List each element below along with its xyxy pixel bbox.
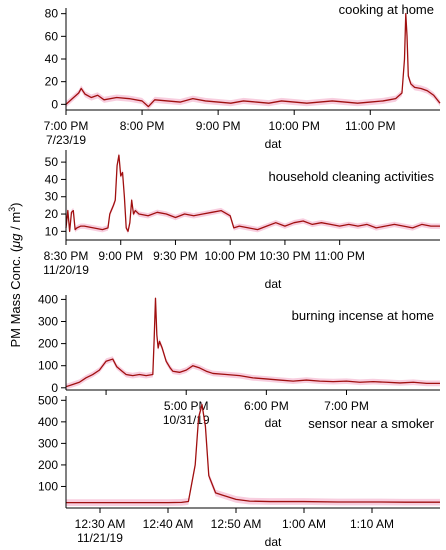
panel-2-title: household cleaning activities [269, 169, 435, 184]
panel-4-x-tick-label: 12:50 AM [211, 517, 262, 531]
panel-1-y-tick-label: 80 [45, 7, 59, 21]
panel-2-x-tick-label: 8:30 PM [44, 249, 89, 263]
panel-1: 0 20 40 60 80 7:00 PM7/23/19 8:00 PM 9:00 PM 10:… [44, 2, 441, 151]
panel-4-x-tick-label: 12:30 AM [75, 517, 126, 531]
panel-1-uncertainty-band [66, 10, 440, 110]
panel-4-y-tick-label: 400 [38, 415, 58, 429]
panel-3: 0 100 200 300 400 5:00 PM 6:00 PM 7:00 PM burnin… [38, 292, 440, 430]
panel-1-y-tick-label: 0 [51, 97, 58, 111]
panel-4-x-tick-label: 12:40 AM [143, 517, 194, 531]
panel-4-x-axis-label: dat [265, 535, 282, 549]
panel-4-series-line [66, 403, 440, 504]
panel-1-x-tick-label: 7:00 PM [44, 119, 89, 133]
panel-3-title: burning incense at home [292, 308, 434, 323]
panel-3-series-line [65, 297, 440, 388]
panel-4-y-tick-label: 100 [38, 479, 58, 493]
panel-2-x-tick-label: 10:00 PM [205, 249, 256, 263]
panel-3-x-tick-label: 5:00 PM [164, 399, 209, 413]
panel-2-x-axis-label: dat [265, 277, 282, 291]
panel-2-y-tick-label: 40 [45, 172, 59, 186]
panel-2-y-tick-label: 20 [45, 207, 59, 221]
panel-3-x-axis-label: dat [265, 416, 282, 430]
panel-1-x-axis-label: dat [265, 137, 282, 151]
panel-2-x-tick-label: 10:30 PM [259, 249, 310, 263]
panel-3-y-tick-label: 200 [38, 337, 58, 351]
panel-3-y-tick-label: 100 [38, 359, 58, 373]
panel-1-series-line [65, 13, 441, 108]
panel-2-y-tick-label: 30 [45, 190, 59, 204]
panel-2-uncertainty-band [66, 152, 440, 235]
panel-4-title: sensor near a smoker [308, 416, 434, 431]
panel-3-x-date-label: 10/31/19 [163, 413, 210, 427]
panel-2-x-tick-label: 11:00 PM [314, 249, 364, 263]
y-axis-label: PM Mass Conc. (μg / m3) [7, 202, 23, 347]
panel-3-y-tick-label: 0 [51, 381, 58, 395]
panel-3-x-tick-label: 7:00 PM [324, 399, 369, 413]
panel-1-x-tick-label: 10:00 PM [269, 119, 320, 133]
panel-4-x-tick-label: 11/21/19 [77, 531, 123, 545]
panel-2-y-tick-label: 50 [45, 155, 59, 169]
panel-1-y-tick-label: 40 [45, 52, 59, 66]
panel-4-x-tick-label: 1:10 AM [350, 517, 394, 531]
panel-2-y-tick-label: 10 [45, 224, 59, 238]
panel-2-x-tick-label: 9:00 PM [98, 249, 143, 263]
panel-3-x-tick-label: 6:00 PM [244, 399, 289, 413]
panel-3-uncertainty-band [66, 295, 440, 390]
panel-1-x-tick-label: 7/23/19 [46, 133, 86, 147]
panel-1-title: cooking at home [339, 2, 434, 17]
panel-1-x-tick-label: 11:00 PM [345, 119, 395, 133]
panel-1-y-tick-label: 20 [45, 75, 59, 89]
y-axis-label-text: PM Mass Conc. (μg / m3) [7, 202, 23, 347]
panel-1-x-tick-label: 9:00 PM [196, 119, 241, 133]
panel-1-y-tick-label: 60 [45, 29, 59, 43]
panel-3-y-tick-label: 400 [38, 292, 58, 306]
panel-3-y-tick-label: 300 [38, 315, 58, 329]
panel-4-y-tick-label: 500 [38, 393, 58, 407]
panel-4-y-tick-label: 200 [38, 458, 58, 472]
panel-1-x-tick-label: 8:00 PM [120, 119, 165, 133]
panel-2-x-tick-label: 11/20/19 [43, 263, 89, 277]
panel-4-x-tick-label: 1:00 AM [282, 517, 326, 531]
panel-2-x-tick-label: 9:30 PM [153, 249, 198, 263]
panel-4-y-tick-label: 300 [38, 436, 58, 450]
panel-2-series-line [65, 154, 440, 232]
